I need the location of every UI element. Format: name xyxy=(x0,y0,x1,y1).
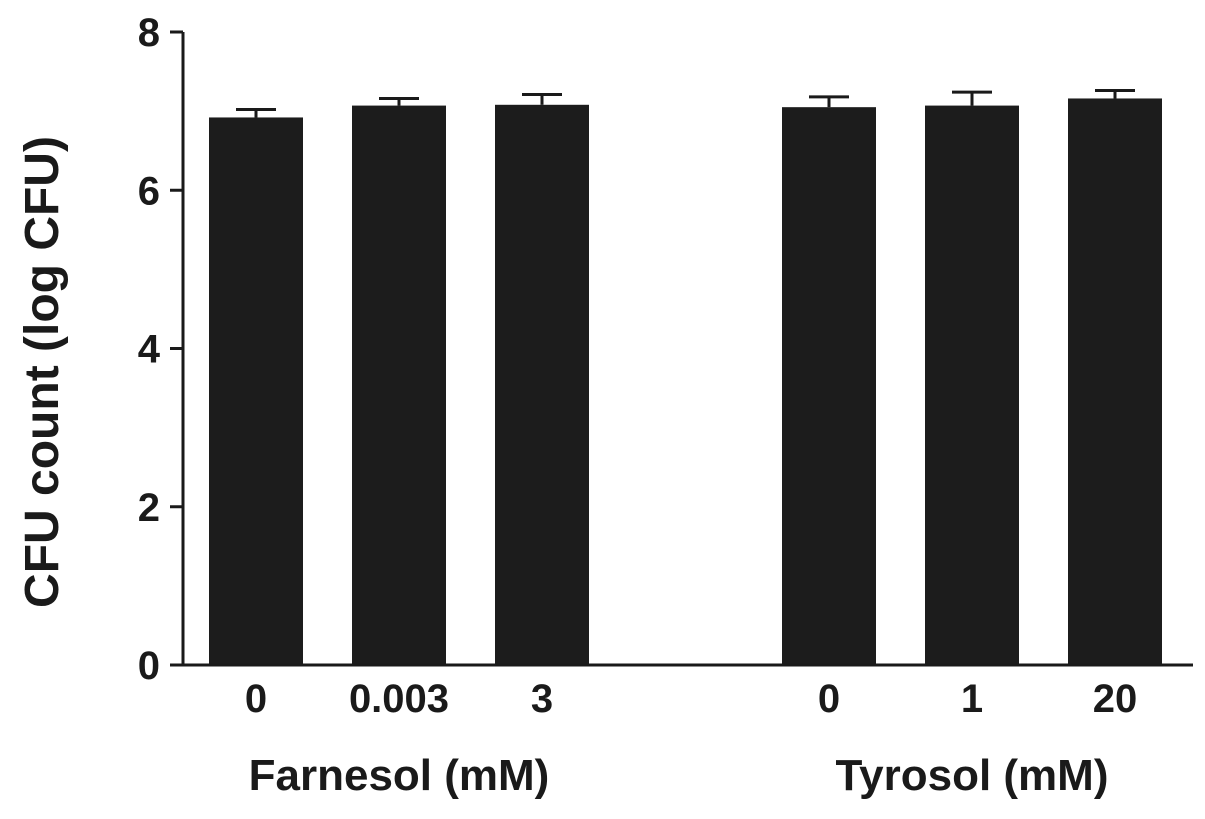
x-tick-label: 0 xyxy=(818,677,840,721)
group-label: Farnesol (mM) xyxy=(249,751,550,800)
y-tick-label: 6 xyxy=(138,169,160,213)
y-ticks-layer: 0 2 4 6 8 xyxy=(138,11,183,688)
x-tick-label: 20 xyxy=(1093,677,1138,721)
bar xyxy=(209,117,303,665)
bar xyxy=(925,105,1019,666)
y-tick-label: 2 xyxy=(138,486,160,530)
x-labels-layer: 0 0.003 3 Farnesol (mM) 0 1 20 Tyrosol (mM) xyxy=(245,677,1137,800)
y-axis-title: CFU count (log CFU) xyxy=(16,136,69,608)
axes-layer xyxy=(181,32,1193,667)
bar xyxy=(495,104,589,666)
x-tick-label: 0 xyxy=(245,677,267,721)
y-tick-label: 8 xyxy=(138,11,160,55)
bar xyxy=(782,107,876,665)
y-tick-label: 0 xyxy=(138,644,160,688)
y-tick-label: 4 xyxy=(138,328,161,372)
bar xyxy=(1068,98,1162,666)
x-tick-label: 0.003 xyxy=(349,677,449,721)
x-tick-label: 3 xyxy=(531,677,553,721)
group-label: Tyrosol (mM) xyxy=(836,751,1109,800)
bar xyxy=(352,105,446,666)
bars-layer xyxy=(209,89,1162,666)
x-tick-label: 1 xyxy=(961,677,983,721)
